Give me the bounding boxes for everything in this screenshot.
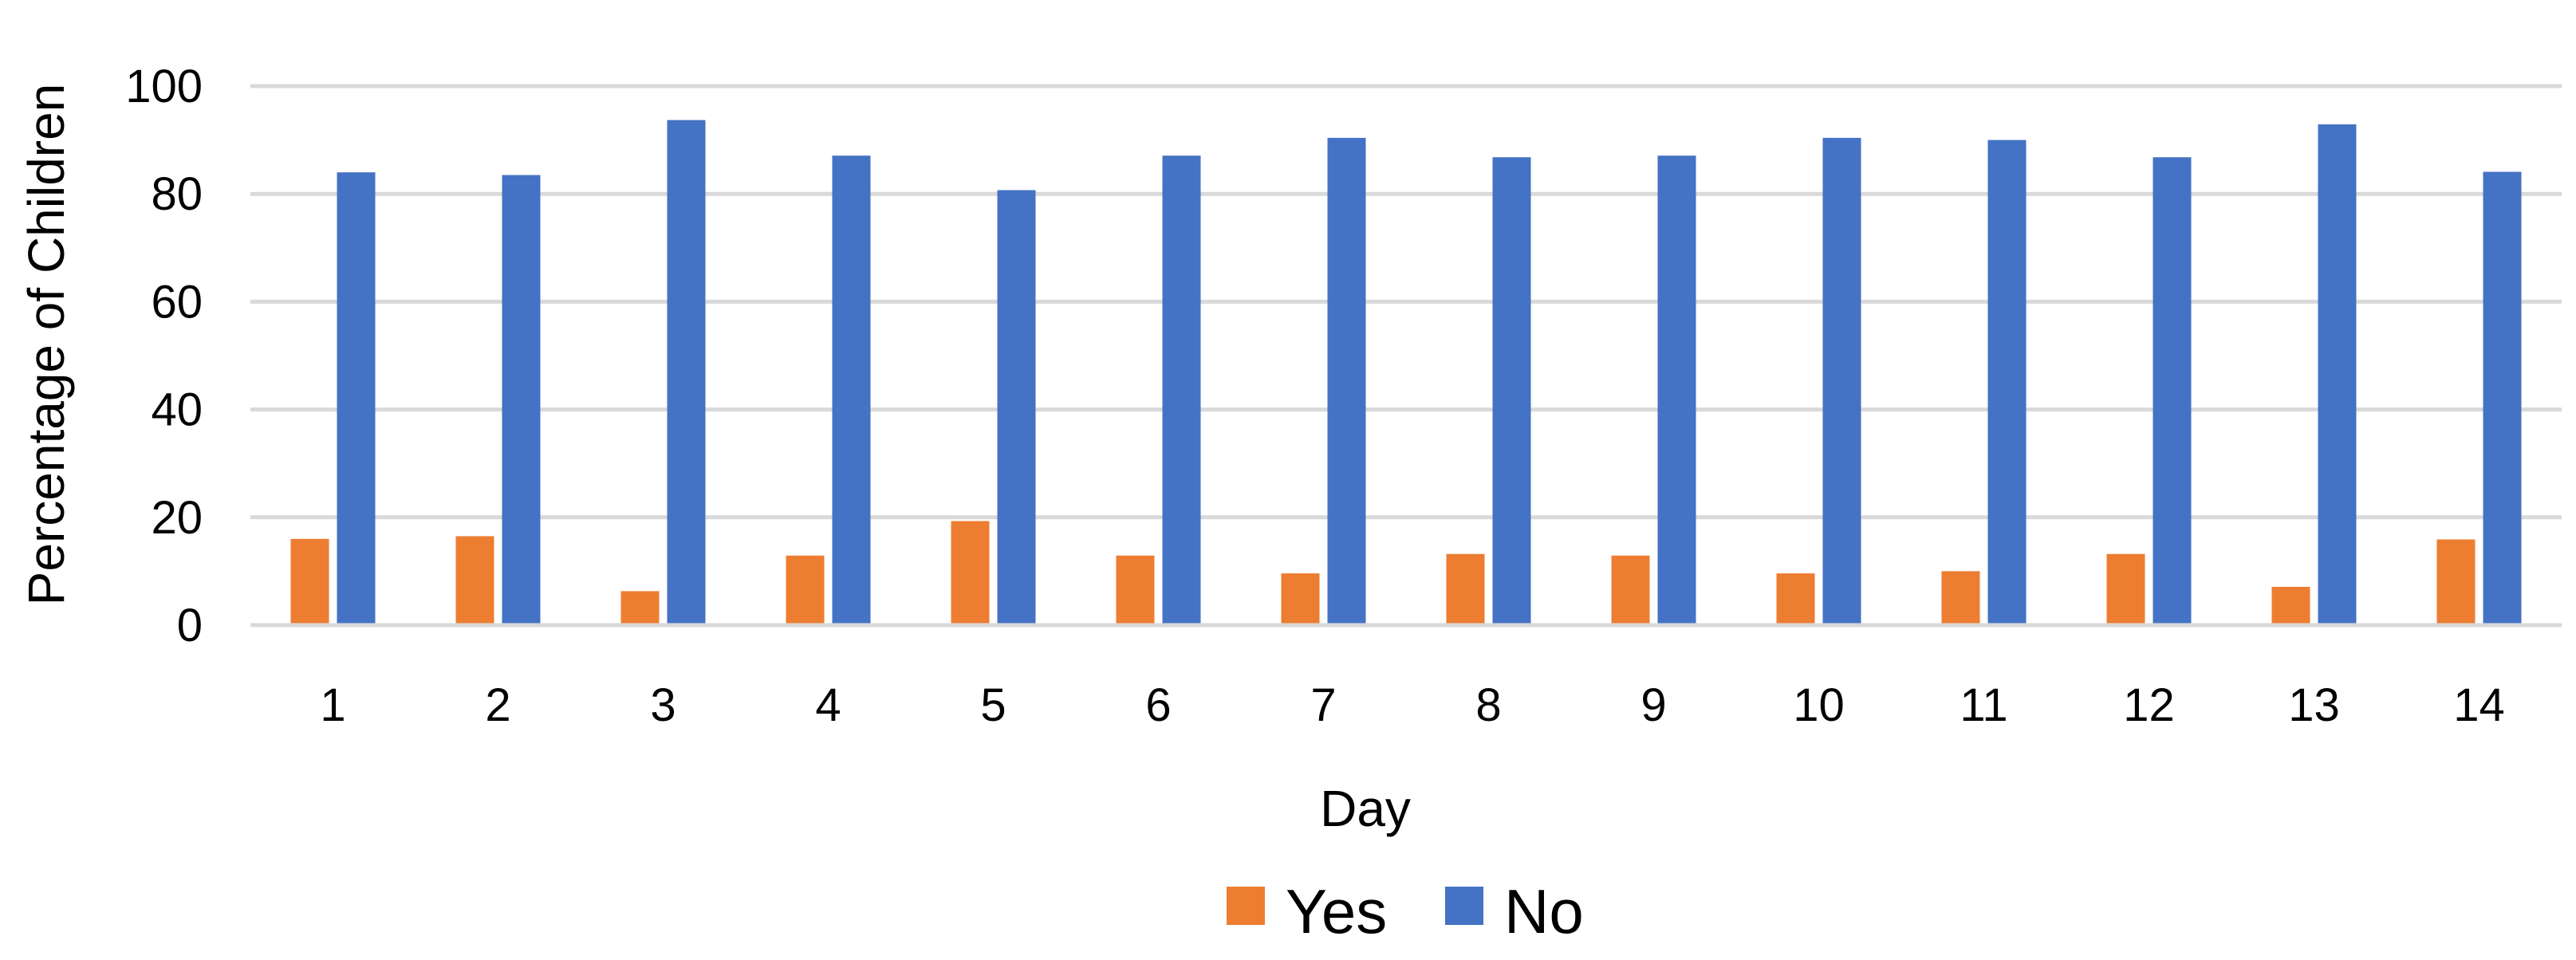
y-axis-title: Percentage of Children [18, 84, 75, 606]
x-tick-label: 12 [2123, 679, 2175, 731]
x-tick-label: 5 [980, 679, 1006, 731]
y-axis-ticks: 0 20 40 60 80 100 [125, 61, 203, 651]
bar-no-day-2 [502, 175, 541, 626]
bar-yes-day-2 [455, 536, 494, 625]
legend-label-yes: Yes [1286, 876, 1387, 946]
bar-no-day-4 [832, 155, 871, 626]
legend-label-no: No [1504, 876, 1584, 946]
x-tick-label: 1 [320, 679, 345, 731]
bar-yes-day-8 [1446, 553, 1485, 625]
y-tick-label: 60 [151, 276, 203, 328]
y-tick-label: 100 [125, 61, 203, 112]
bar-yes-day-11 [1941, 571, 1980, 625]
x-tick-label: 9 [1641, 679, 1666, 731]
x-tick-label: 6 [1145, 679, 1171, 731]
y-tick-label: 20 [151, 492, 203, 544]
x-tick-label: 10 [1793, 679, 1845, 731]
bar-yes-day-14 [2436, 539, 2476, 625]
x-tick-label: 14 [2453, 679, 2505, 731]
x-tick-label: 3 [650, 679, 676, 731]
bars [250, 120, 2562, 628]
x-tick-label: 8 [1475, 679, 1501, 731]
x-tick-label: 7 [1310, 679, 1336, 731]
bar-yes-day-6 [1116, 555, 1155, 625]
bar-no-day-11 [1987, 140, 2027, 626]
legend-swatch-yes [1227, 887, 1265, 925]
bar-no-day-5 [997, 190, 1036, 625]
bar-no-day-14 [2483, 171, 2522, 625]
x-axis-title: Day [1320, 780, 1411, 837]
y-tick-label: 80 [151, 168, 203, 220]
bar-no-day-13 [2318, 124, 2357, 626]
x-tick-label: 11 [1960, 679, 2007, 731]
x-tick-label: 13 [2288, 679, 2340, 731]
bar-no-day-9 [1657, 155, 1696, 626]
bar-yes-day-10 [1776, 573, 1815, 625]
bar-yes-day-5 [951, 521, 990, 625]
bar-yes-day-9 [1611, 555, 1650, 625]
legend-swatch-no [1445, 887, 1483, 925]
bar-no-day-7 [1327, 137, 1366, 625]
bar-yes-day-3 [620, 591, 660, 625]
gridlines [250, 84, 2562, 628]
bar-no-day-12 [2153, 157, 2192, 625]
bar-no-day-10 [1822, 137, 1861, 625]
bar-yes-day-7 [1281, 573, 1320, 625]
x-tick-label: 2 [485, 679, 510, 731]
bar-yes-day-12 [2106, 553, 2145, 625]
y-tick-label: 40 [151, 384, 203, 436]
bar-yes-day-1 [290, 538, 329, 625]
bar-no-day-3 [667, 120, 706, 625]
bar-no-day-8 [1492, 157, 1531, 625]
y-tick-label: 0 [177, 600, 203, 651]
legend: Yes No [1227, 876, 1584, 946]
x-axis-ticks: 1 2 3 4 5 6 7 8 9 10 11 12 13 14 [320, 679, 2504, 731]
bar-no-day-1 [337, 172, 376, 625]
x-tick-label: 4 [815, 679, 841, 731]
bar-yes-day-4 [786, 555, 825, 625]
bar-no-day-6 [1162, 155, 1201, 626]
bar-yes-day-13 [2271, 587, 2310, 625]
